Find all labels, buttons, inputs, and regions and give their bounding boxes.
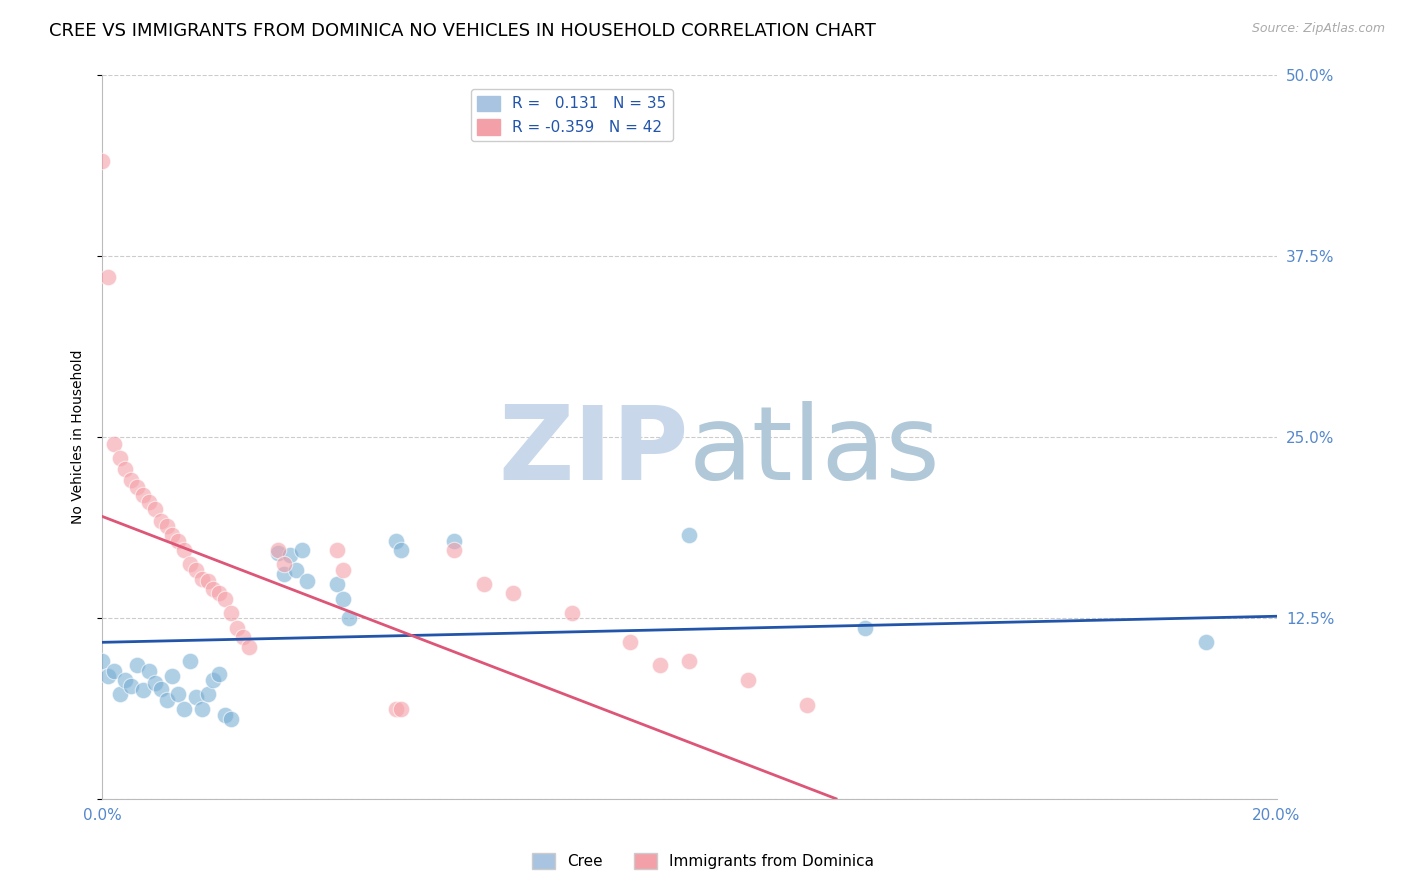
- Point: [443, 533, 465, 548]
- Point: [384, 702, 406, 716]
- Point: [267, 542, 290, 557]
- Point: [179, 557, 201, 571]
- Point: [443, 542, 465, 557]
- Point: [678, 528, 700, 542]
- Point: [226, 621, 249, 635]
- Point: [149, 681, 172, 696]
- Point: [202, 673, 225, 687]
- Text: atlas: atlas: [689, 401, 941, 501]
- Point: [384, 533, 406, 548]
- Point: [232, 630, 254, 644]
- Point: [619, 635, 641, 649]
- Point: [332, 563, 354, 577]
- Point: [97, 668, 120, 682]
- Point: [278, 549, 301, 563]
- Point: [167, 688, 190, 702]
- Point: [155, 693, 177, 707]
- Legend: R =   0.131   N = 35, R = -0.359   N = 42: R = 0.131 N = 35, R = -0.359 N = 42: [471, 89, 672, 141]
- Point: [190, 572, 212, 586]
- Point: [796, 698, 818, 712]
- Point: [648, 658, 671, 673]
- Point: [103, 665, 125, 679]
- Point: [297, 574, 319, 589]
- Legend: Cree, Immigrants from Dominica: Cree, Immigrants from Dominica: [526, 847, 880, 875]
- Y-axis label: No Vehicles in Household: No Vehicles in Household: [72, 350, 86, 524]
- Point: [502, 586, 524, 600]
- Point: [273, 557, 295, 571]
- Point: [197, 688, 219, 702]
- Point: [162, 668, 184, 682]
- Point: [132, 487, 155, 501]
- Point: [1195, 635, 1218, 649]
- Point: [143, 502, 166, 516]
- Point: [108, 688, 131, 702]
- Point: [132, 683, 155, 698]
- Point: [90, 654, 112, 668]
- Point: [284, 563, 307, 577]
- Point: [108, 451, 131, 466]
- Point: [120, 473, 142, 487]
- Text: ZIP: ZIP: [499, 401, 689, 501]
- Point: [472, 577, 495, 591]
- Point: [127, 480, 149, 494]
- Point: [337, 610, 360, 624]
- Point: [173, 702, 195, 716]
- Point: [208, 586, 231, 600]
- Point: [737, 673, 759, 687]
- Point: [326, 577, 349, 591]
- Point: [219, 712, 242, 726]
- Point: [190, 702, 212, 716]
- Point: [391, 542, 413, 557]
- Point: [120, 679, 142, 693]
- Point: [138, 495, 160, 509]
- Point: [184, 563, 207, 577]
- Point: [332, 591, 354, 606]
- Point: [103, 437, 125, 451]
- Point: [208, 667, 231, 681]
- Point: [214, 591, 236, 606]
- Point: [114, 673, 136, 687]
- Point: [202, 582, 225, 596]
- Text: CREE VS IMMIGRANTS FROM DOMINICA NO VEHICLES IN HOUSEHOLD CORRELATION CHART: CREE VS IMMIGRANTS FROM DOMINICA NO VEHI…: [49, 22, 876, 40]
- Text: Source: ZipAtlas.com: Source: ZipAtlas.com: [1251, 22, 1385, 36]
- Point: [143, 676, 166, 690]
- Point: [291, 542, 314, 557]
- Point: [173, 542, 195, 557]
- Point: [678, 654, 700, 668]
- Point: [326, 542, 349, 557]
- Point: [167, 533, 190, 548]
- Point: [162, 528, 184, 542]
- Point: [114, 461, 136, 475]
- Point: [273, 567, 295, 582]
- Point: [155, 519, 177, 533]
- Point: [267, 545, 290, 559]
- Point: [127, 658, 149, 673]
- Point: [97, 270, 120, 285]
- Point: [179, 654, 201, 668]
- Point: [149, 514, 172, 528]
- Point: [561, 607, 583, 621]
- Point: [391, 702, 413, 716]
- Point: [238, 640, 260, 654]
- Point: [855, 621, 877, 635]
- Point: [197, 574, 219, 589]
- Point: [214, 707, 236, 722]
- Point: [219, 607, 242, 621]
- Point: [90, 154, 112, 169]
- Point: [138, 665, 160, 679]
- Point: [184, 690, 207, 705]
